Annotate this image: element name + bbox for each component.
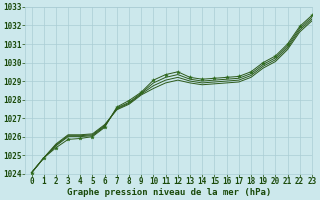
X-axis label: Graphe pression niveau de la mer (hPa): Graphe pression niveau de la mer (hPa)	[67, 188, 271, 197]
